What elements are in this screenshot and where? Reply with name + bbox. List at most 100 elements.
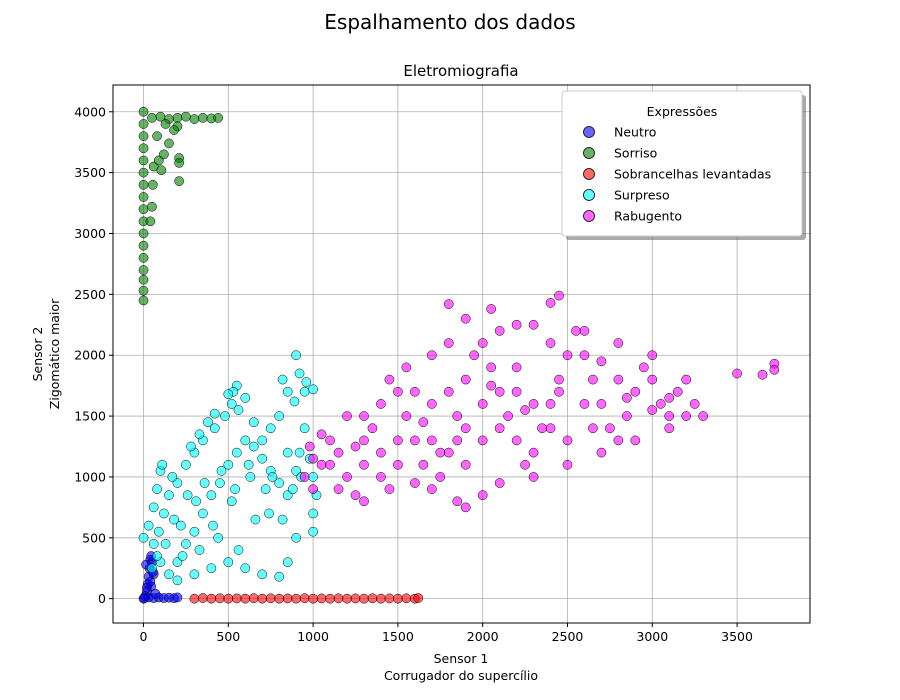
data-point	[401, 593, 412, 604]
data-point	[186, 441, 196, 452]
data-point	[359, 593, 369, 604]
data-point	[308, 453, 318, 464]
data-point	[460, 502, 471, 513]
data-point	[511, 319, 522, 330]
data-point	[216, 466, 227, 476]
data-point	[308, 526, 318, 537]
data-point	[223, 593, 234, 604]
data-point	[138, 204, 149, 215]
data-point	[520, 459, 530, 470]
data-point	[579, 326, 590, 336]
data-point	[410, 386, 420, 397]
data-point	[554, 290, 564, 301]
data-point	[376, 593, 386, 604]
data-point	[274, 411, 285, 421]
data-point	[138, 155, 149, 166]
data-point	[511, 386, 522, 397]
data-point	[528, 399, 539, 409]
data-point	[477, 399, 488, 409]
data-point	[554, 386, 564, 397]
data-point	[181, 459, 191, 470]
data-point	[138, 532, 149, 543]
data-point	[264, 508, 274, 519]
data-point	[209, 408, 220, 419]
data-point	[159, 508, 169, 519]
data-point	[316, 593, 327, 604]
data-point	[148, 179, 158, 190]
data-point	[282, 593, 293, 604]
data-point	[160, 539, 171, 549]
data-point	[138, 167, 149, 178]
data-point	[299, 423, 310, 434]
legend-items: Neutro Sorriso Sobrancelhas levantadas Surp…	[583, 125, 771, 224]
data-point	[426, 435, 437, 446]
data-point	[245, 472, 256, 482]
data-point	[257, 593, 268, 604]
data-point	[316, 429, 327, 440]
data-point	[562, 459, 573, 470]
data-point	[182, 490, 193, 501]
y-tick-label: 3500	[74, 165, 106, 180]
data-point	[494, 423, 505, 434]
data-point	[613, 435, 624, 446]
legend-title: Expressões	[647, 104, 718, 119]
data-point	[172, 575, 183, 586]
data-point	[579, 399, 590, 409]
data-point	[681, 411, 692, 421]
x-tick-label: 2500	[552, 629, 584, 644]
data-point	[175, 520, 186, 531]
x-tick-label: 3500	[721, 629, 753, 644]
data-point	[732, 368, 742, 379]
data-point	[528, 319, 539, 330]
data-point	[299, 472, 310, 482]
data-point	[511, 362, 522, 373]
data-point	[274, 593, 285, 604]
data-point	[460, 374, 471, 385]
data-point	[282, 386, 293, 397]
data-point	[376, 472, 386, 482]
data-point	[664, 423, 675, 434]
data-point	[757, 369, 768, 380]
data-point	[486, 380, 497, 391]
data-point	[452, 496, 463, 507]
y-tick-label: 2500	[74, 287, 106, 302]
data-point	[214, 593, 225, 604]
data-point	[672, 386, 683, 397]
data-point	[367, 423, 378, 434]
data-point	[291, 593, 302, 604]
data-point	[308, 508, 318, 519]
data-point	[257, 453, 268, 464]
data-point	[282, 557, 293, 567]
data-point	[494, 478, 505, 488]
data-point	[426, 399, 437, 409]
data-point	[486, 304, 497, 314]
data-point	[147, 563, 157, 574]
data-point	[367, 593, 378, 604]
data-point	[545, 338, 556, 348]
data-point	[460, 459, 471, 470]
data-point	[172, 113, 183, 123]
data-point	[579, 350, 590, 361]
data-point	[630, 435, 641, 446]
data-point	[359, 435, 369, 446]
data-point	[443, 386, 454, 397]
data-point	[486, 362, 497, 373]
data-point	[138, 295, 149, 306]
legend-marker	[583, 147, 595, 159]
data-point	[308, 484, 318, 494]
data-point	[681, 374, 692, 385]
data-point	[208, 520, 218, 531]
legend-marker	[583, 210, 595, 222]
data-point	[418, 417, 429, 428]
data-point	[460, 423, 471, 434]
data-point	[160, 119, 171, 129]
data-point	[410, 435, 420, 446]
data-point	[342, 411, 352, 421]
data-point	[316, 459, 327, 470]
y-axis-label-line1: Sensor 2	[30, 327, 45, 382]
data-point	[359, 496, 369, 507]
y-tick-label: 500	[82, 530, 106, 545]
data-point	[243, 459, 254, 470]
data-point	[333, 593, 344, 604]
data-point	[206, 593, 217, 604]
